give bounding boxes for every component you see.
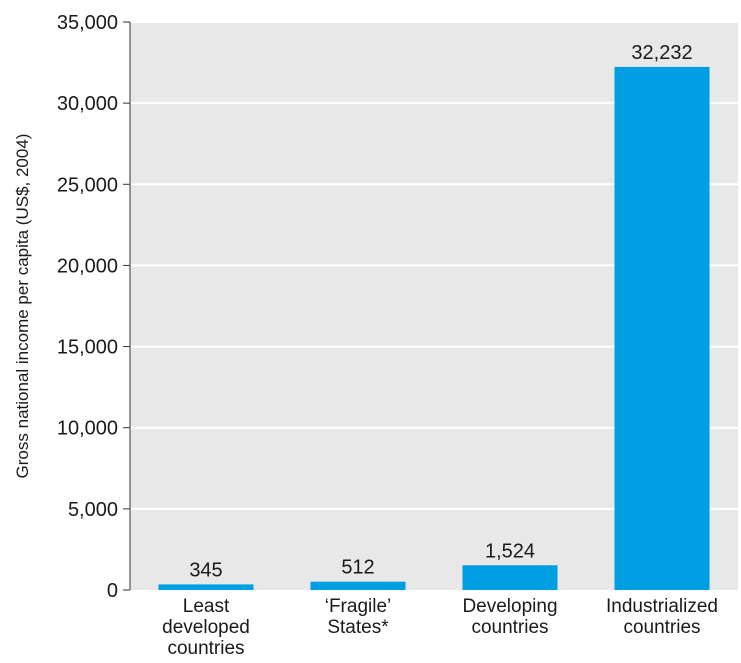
bar-value-label: 512 (341, 557, 374, 579)
data-labels: 345 512 1,524 32,232 (189, 42, 692, 581)
x-tick-label-line: ‘Fragile’ (325, 596, 392, 617)
bar-value-label: 32,232 (631, 42, 692, 64)
x-tick-label-line: countries (623, 617, 700, 638)
y-tick-label: 35,000 (57, 12, 118, 34)
x-tick-label: Least developed countries (162, 596, 250, 659)
y-tick-label: 5,000 (68, 499, 118, 521)
y-axis-label: Gross national income per capita (US$, 2… (13, 134, 32, 479)
x-tick-label-line: Industrialized (606, 596, 718, 617)
y-tick-label: 0 (107, 580, 118, 602)
x-tick-label-line: countries (471, 617, 548, 638)
x-tick-label: Developing countries (462, 596, 557, 638)
y-tick-label: 30,000 (57, 93, 118, 115)
x-tick-label-line: developed (162, 617, 250, 638)
x-tick-label-line: countries (167, 638, 244, 659)
x-tick-label-line: States* (327, 617, 389, 638)
y-tick-label: 25,000 (57, 174, 118, 196)
bars (158, 66, 710, 591)
bar (310, 581, 406, 590)
bar-value-label: 345 (189, 559, 222, 581)
x-tick-label: Industrialized countries (606, 596, 718, 638)
x-axis-tick-labels: Least developed countries‘Fragile’ States*D… (162, 596, 718, 659)
x-tick-label-line: Developing (462, 596, 557, 617)
y-tick-label: 10,000 (57, 418, 118, 440)
bar (614, 66, 710, 591)
bar (462, 565, 558, 590)
y-tick-label: 20,000 (57, 255, 118, 277)
y-tick-label: 15,000 (57, 337, 118, 359)
y-axis-ticks: 0 5,000 10,000 15,000 20,000 25,000 30,000 35,0… (57, 12, 130, 602)
bar (158, 584, 254, 590)
x-tick-label-line: Least (183, 596, 230, 617)
x-tick-label: ‘Fragile’ States* (325, 596, 392, 638)
bar-value-label: 1,524 (485, 540, 535, 562)
